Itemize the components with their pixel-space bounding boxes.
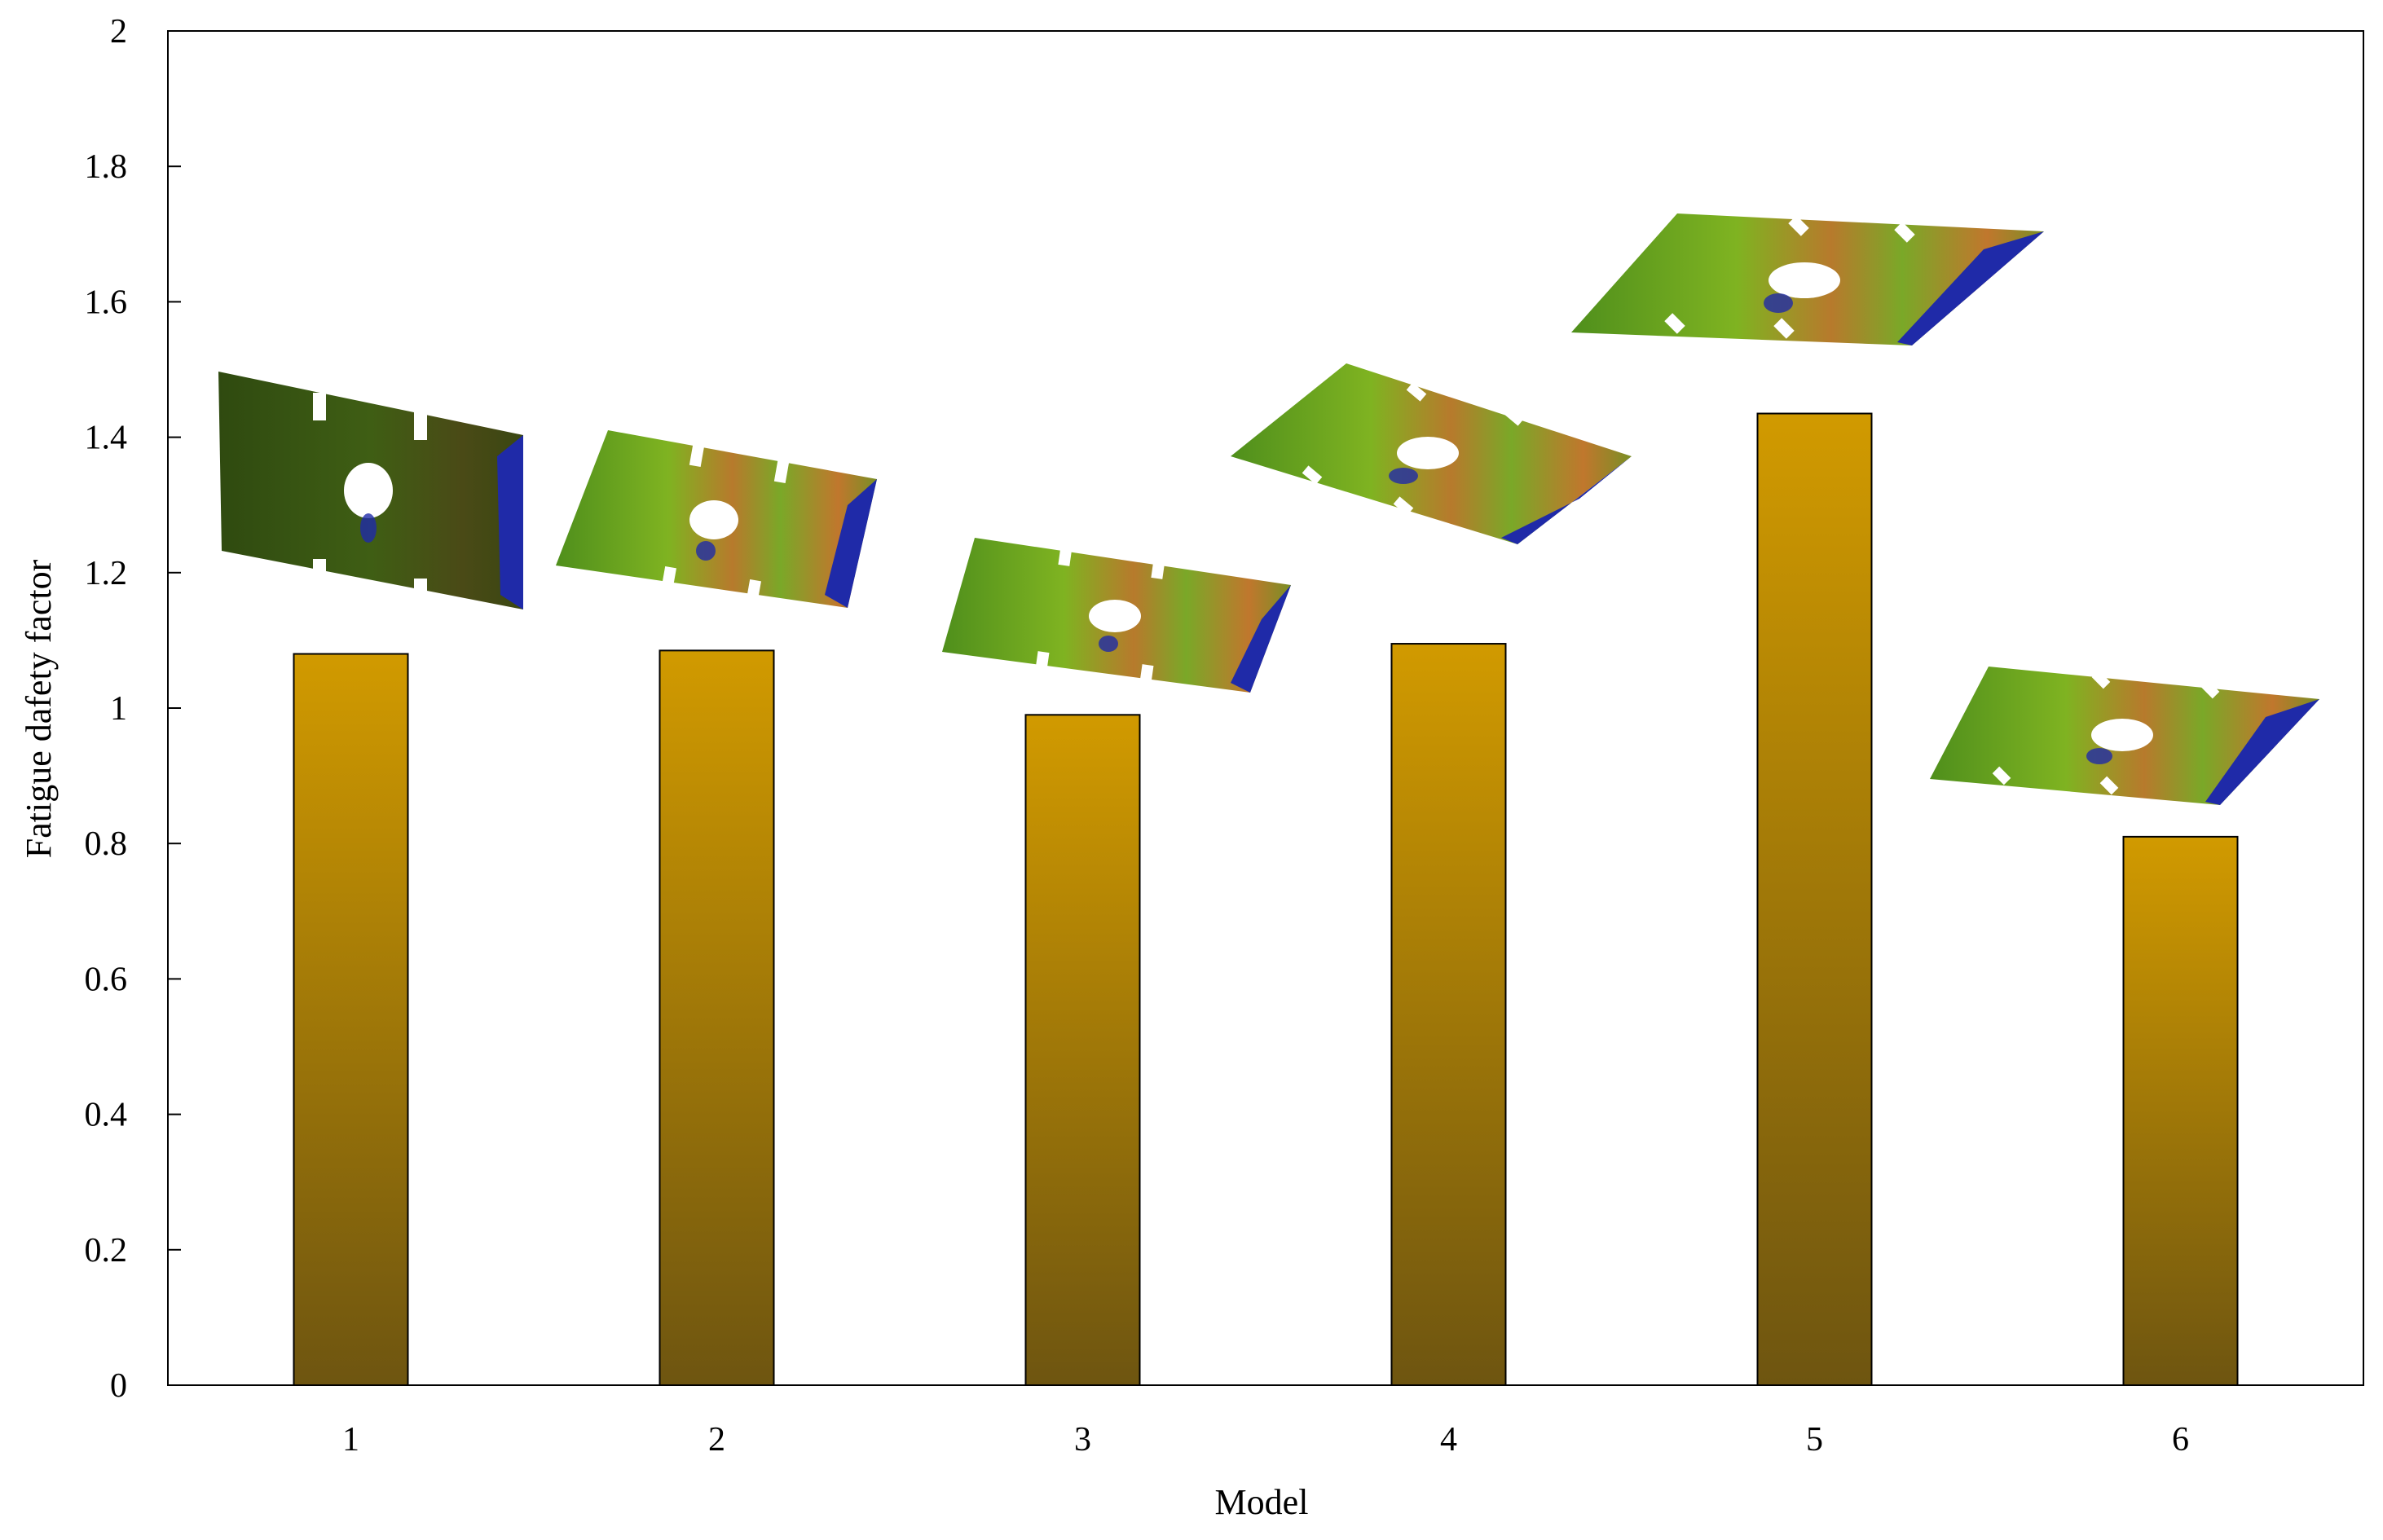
y-tick-label: 0.4 [85, 1097, 128, 1134]
x-tick-label: 5 [1806, 1421, 1823, 1459]
x-tick-label: 2 [708, 1421, 725, 1459]
y-tick-label: 0.2 [85, 1232, 128, 1269]
fatigue-contour-plate-model-3 [942, 538, 1291, 693]
bar-model-4 [1390, 643, 1507, 1386]
y-tick-label: 2 [110, 13, 127, 51]
y-tick-label: 1.8 [85, 148, 128, 186]
y-axis: 0 0.2 0.4 0.6 0.8 1 1.2 1.4 1.6 1.8 2 [85, 13, 181, 1405]
bar-model-3 [1024, 714, 1141, 1386]
x-tick-label: 4 [1440, 1421, 1457, 1459]
bar-model-1 [293, 653, 409, 1386]
y-tick-label: 0 [110, 1367, 127, 1405]
fatigue-contour-plate-model-2 [556, 430, 877, 608]
fatigue-contour-plate-model-1 [218, 372, 523, 609]
y-axis-title: Fatigue dafety factor [19, 559, 59, 858]
bar-model-2 [659, 649, 775, 1386]
x-tick-label: 1 [342, 1421, 359, 1459]
fatigue-contour-plate-model-5 [1571, 213, 2044, 345]
y-tick-label: 0.8 [85, 825, 128, 863]
y-tick-label: 1.2 [85, 555, 128, 592]
y-tick-label: 0.6 [85, 961, 128, 998]
y-tick-label: 1 [110, 690, 127, 728]
y-tick-label: 1.4 [85, 420, 128, 457]
inset-images [218, 213, 2319, 805]
y-tick-label: 1.6 [85, 284, 128, 321]
x-axis: 1 2 3 4 5 6 [342, 1421, 2189, 1459]
fatigue-contour-plate-model-6 [1930, 667, 2319, 805]
x-tick-label: 3 [1074, 1421, 1091, 1459]
bars [293, 412, 2239, 1386]
x-axis-title: Model [1215, 1482, 1309, 1522]
x-tick-label: 6 [2172, 1421, 2189, 1459]
fatigue-contour-plate-model-4 [1231, 363, 1632, 544]
bar-model-5 [1756, 412, 1873, 1386]
bar-model-6 [2122, 835, 2239, 1386]
